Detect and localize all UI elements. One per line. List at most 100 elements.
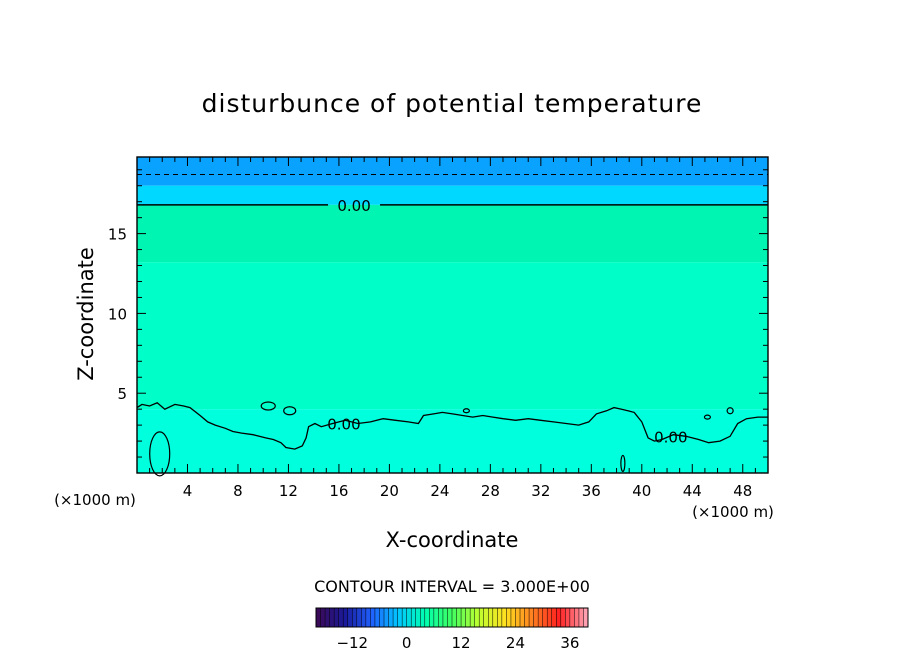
y-tick-label: 10	[108, 305, 127, 323]
y-tick-label: 5	[117, 385, 127, 403]
x-tick-label: 8	[233, 482, 243, 500]
contour-label: 0.00	[327, 416, 360, 434]
colorbar-cell	[470, 608, 475, 627]
x-unit-label: (×1000 m)	[692, 503, 774, 521]
colorbar-tick-label: 12	[452, 634, 471, 652]
field-band	[137, 409, 768, 473]
contour-label: 0.00	[654, 428, 687, 446]
colorbar-cell	[356, 608, 362, 627]
colorbar-cell	[338, 608, 344, 627]
colorbar-cell	[465, 608, 471, 627]
colorbar-cell	[520, 608, 525, 627]
colorbar-cell	[415, 608, 421, 627]
colorbar-cell	[361, 608, 367, 627]
x-tick-label: 16	[329, 482, 348, 500]
contour-line-zero-lower	[136, 402, 768, 450]
x-tick-label: 12	[279, 482, 298, 500]
y-unit-label: (×1000 m)	[54, 491, 136, 509]
contour-closed	[260, 401, 276, 411]
colorbar-cell	[316, 608, 321, 627]
contour-interval-label: CONTOUR INTERVAL = 3.000E+00	[314, 577, 590, 596]
x-tick-label: 20	[380, 482, 399, 500]
x-tick-label: 44	[683, 482, 702, 500]
colorbar-cell	[538, 608, 543, 627]
x-tick-label: 28	[481, 482, 500, 500]
colorbar-cell	[488, 608, 494, 627]
colorbar-cell	[433, 608, 439, 627]
colorbar-cell	[384, 608, 389, 627]
colorbar-cell	[334, 608, 339, 627]
colorbar: −12 0 12 24 36	[315, 607, 589, 652]
colorbar-cell	[542, 608, 548, 627]
colorbar-tick-label: 0	[402, 634, 412, 652]
colorbar-cell	[501, 608, 507, 627]
colorbar-cell	[420, 608, 426, 627]
colorbar-tick-label: −12	[336, 634, 368, 652]
colorbar-cell	[379, 608, 385, 627]
colorbar-cell	[320, 608, 326, 627]
x-tick-label: 36	[582, 482, 601, 500]
colorbar-cell	[429, 608, 435, 627]
colorbar-cell	[529, 608, 534, 627]
contour-closed	[149, 431, 171, 477]
colorbar-cell	[474, 608, 480, 627]
colorbar-cell	[411, 608, 417, 627]
colorbar-cell	[325, 608, 330, 627]
colorbar-cell	[533, 608, 539, 627]
colorbar-tick-label: 24	[506, 634, 525, 652]
colorbar-cell	[574, 608, 580, 627]
x-axis-label: X-coordinate	[386, 528, 519, 552]
colorbar-cell	[483, 608, 489, 627]
contour-closed	[703, 414, 712, 420]
colorbar-cell	[547, 608, 553, 627]
colorbar-cell	[479, 608, 485, 627]
colorbar-cell	[560, 608, 566, 627]
colorbar-cell	[329, 608, 335, 627]
y-tick-label: 15	[108, 226, 127, 244]
chart-title: disturbunce of potential temperature	[202, 89, 703, 118]
colorbar-cell	[365, 608, 371, 627]
colorbar-cell	[452, 608, 457, 627]
colorbar-cell	[370, 608, 376, 627]
colorbar-cell	[492, 608, 498, 627]
contour-closed	[620, 454, 626, 473]
contour-label: 0.00	[337, 197, 370, 215]
y-axis-label: Z-coordinate	[74, 247, 98, 381]
x-tick-label: 48	[733, 482, 752, 500]
colorbar-cell	[374, 608, 380, 627]
field-band	[137, 204, 768, 263]
colorbar-cell	[565, 608, 571, 627]
colorbar-cell	[497, 608, 503, 627]
colorbar-cell	[461, 608, 466, 627]
x-tick-label: 4	[183, 482, 193, 500]
contour-closed	[726, 407, 734, 415]
colorbar-cell	[343, 608, 349, 627]
field-band	[137, 262, 768, 410]
colorbar-cell	[551, 608, 557, 627]
colorbar-cell	[556, 608, 562, 627]
contour-closed	[283, 406, 297, 416]
colorbar-cell	[402, 608, 407, 627]
colorbar-cell	[424, 608, 430, 627]
colorbar-cell	[447, 608, 453, 627]
colorbar-cell	[388, 608, 394, 627]
colorbar-cell	[510, 608, 516, 627]
x-tick-label: 24	[430, 482, 449, 500]
contour-closed	[462, 408, 470, 414]
colorbar-cell	[524, 608, 530, 627]
colorbar-cell	[506, 608, 512, 627]
colorbar-cell	[397, 608, 403, 627]
colorbar-cell	[515, 608, 521, 627]
field-band	[137, 185, 768, 205]
x-tick-label: 32	[531, 482, 550, 500]
colorbar-cell	[438, 608, 444, 627]
colorbar-cell	[442, 608, 448, 627]
colorbar-cell	[406, 608, 412, 627]
colorbar-cell	[393, 608, 398, 627]
colorbar-cell	[352, 608, 358, 627]
colorbar-cell	[569, 608, 575, 627]
colorbar-frame	[315, 607, 589, 628]
x-tick-label: 40	[632, 482, 651, 500]
